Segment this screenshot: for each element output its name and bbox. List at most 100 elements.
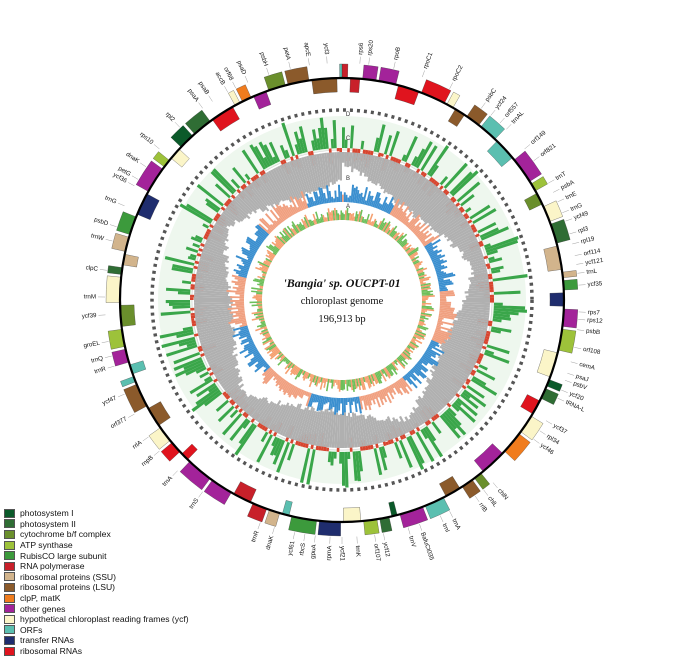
skew-bar	[353, 397, 358, 413]
gene-block	[107, 265, 123, 275]
skew-bar	[360, 196, 364, 205]
gc-skew-bar	[442, 339, 481, 356]
gene-label-leader	[244, 75, 249, 83]
gc-bar	[272, 156, 278, 164]
inner-bar	[259, 286, 263, 289]
gc-skew-bar	[427, 384, 449, 405]
gene-label: psaD	[235, 60, 247, 77]
skew-bar	[386, 202, 394, 214]
skew-bar	[243, 341, 254, 348]
inner-bar	[257, 300, 263, 302]
gc-bar	[276, 441, 291, 473]
gc-skew-bar	[197, 264, 229, 274]
gc-skew-bar	[244, 186, 267, 211]
gc-skew-bar	[385, 418, 396, 440]
gc-bar	[378, 446, 388, 471]
inner-bar	[335, 209, 338, 221]
gc-bar	[451, 403, 460, 412]
skew-bar	[275, 204, 288, 220]
legend-label: cytochrome b/f complex	[20, 529, 111, 540]
inner-bar	[261, 335, 271, 341]
skew-bar	[380, 196, 388, 211]
skew-bar	[328, 397, 332, 411]
skew-bar	[254, 358, 265, 368]
skew-bar	[330, 397, 334, 409]
gc-skew-bar	[466, 254, 484, 262]
inner-bar	[258, 263, 269, 269]
gc-bar	[336, 148, 340, 152]
gc-skew-bar	[437, 360, 468, 381]
gc-skew-bar	[326, 407, 333, 448]
gc-bar	[298, 126, 308, 153]
skew-bar	[386, 386, 395, 400]
skew-bar	[239, 298, 245, 300]
skew-bar	[297, 388, 303, 397]
skew-bar	[239, 323, 248, 328]
gc-skew-bar	[202, 337, 234, 351]
gc-skew-bar	[425, 379, 451, 403]
gc-skew-bar	[329, 152, 334, 185]
gc-skew-bar	[427, 200, 454, 225]
inner-bar	[271, 347, 279, 353]
skew-bar	[367, 394, 373, 406]
gc-skew-bar	[323, 411, 331, 448]
gc-skew-bar	[228, 202, 247, 219]
gc-bar	[422, 427, 444, 458]
gc-bar	[327, 451, 332, 463]
skew-bar	[236, 305, 245, 308]
skew-bar	[434, 330, 450, 337]
inner-bar	[302, 370, 306, 376]
gc-bar	[463, 389, 487, 408]
gc-skew-bar	[199, 256, 226, 267]
gene-label: psaJ	[575, 373, 590, 384]
skew-bar	[439, 285, 446, 289]
gc-bar	[430, 178, 436, 184]
skew-bar	[364, 395, 369, 406]
gc-skew-bar	[360, 414, 368, 447]
skew-bar	[403, 218, 410, 225]
skew-bar	[313, 200, 317, 206]
gene-label: rpoC1	[422, 51, 434, 70]
gc-skew-bar	[279, 164, 297, 199]
gc-skew-bar	[288, 160, 305, 198]
skew-bar	[312, 394, 317, 403]
gc-skew-bar	[404, 416, 414, 431]
gene-label-leader	[393, 61, 396, 69]
inner-bar	[307, 373, 311, 379]
gc-bar	[229, 418, 249, 441]
gc-skew-bar	[194, 297, 233, 300]
gc-skew-bar	[452, 325, 487, 336]
gc-skew-bar	[462, 306, 490, 311]
gc-skew-bar	[270, 169, 289, 201]
gene-label-leader	[128, 182, 135, 186]
skew-bar	[403, 375, 413, 385]
skew-bar	[432, 336, 446, 344]
gc-bar	[287, 443, 296, 461]
inner-bar	[406, 345, 411, 350]
gc-skew-bar	[239, 394, 253, 409]
inner-bar	[404, 244, 412, 251]
skew-bar	[294, 388, 301, 399]
skew-bar	[246, 335, 252, 339]
gc-skew-bar	[359, 153, 366, 176]
gene-label: psaA	[186, 88, 200, 104]
gc-skew-bar	[261, 403, 277, 426]
gc-skew-bar	[457, 237, 478, 249]
skew-bar	[337, 184, 341, 203]
gc-skew-bar	[382, 160, 396, 190]
gc-bar	[178, 339, 196, 347]
inner-bar	[378, 370, 383, 377]
skew-bar	[357, 193, 361, 204]
gc-bar	[339, 451, 342, 464]
skew-bar	[434, 264, 442, 269]
gc-bar	[258, 141, 273, 166]
skew-bar	[411, 368, 420, 377]
gc-skew-bar	[368, 414, 378, 445]
gc-bar	[443, 162, 468, 189]
gc-bar	[189, 253, 197, 259]
skew-bar	[246, 255, 254, 261]
skew-bar	[343, 397, 346, 413]
gc-skew-bar	[363, 154, 371, 177]
gc-skew-bar	[194, 292, 229, 297]
inner-bar	[416, 327, 421, 330]
